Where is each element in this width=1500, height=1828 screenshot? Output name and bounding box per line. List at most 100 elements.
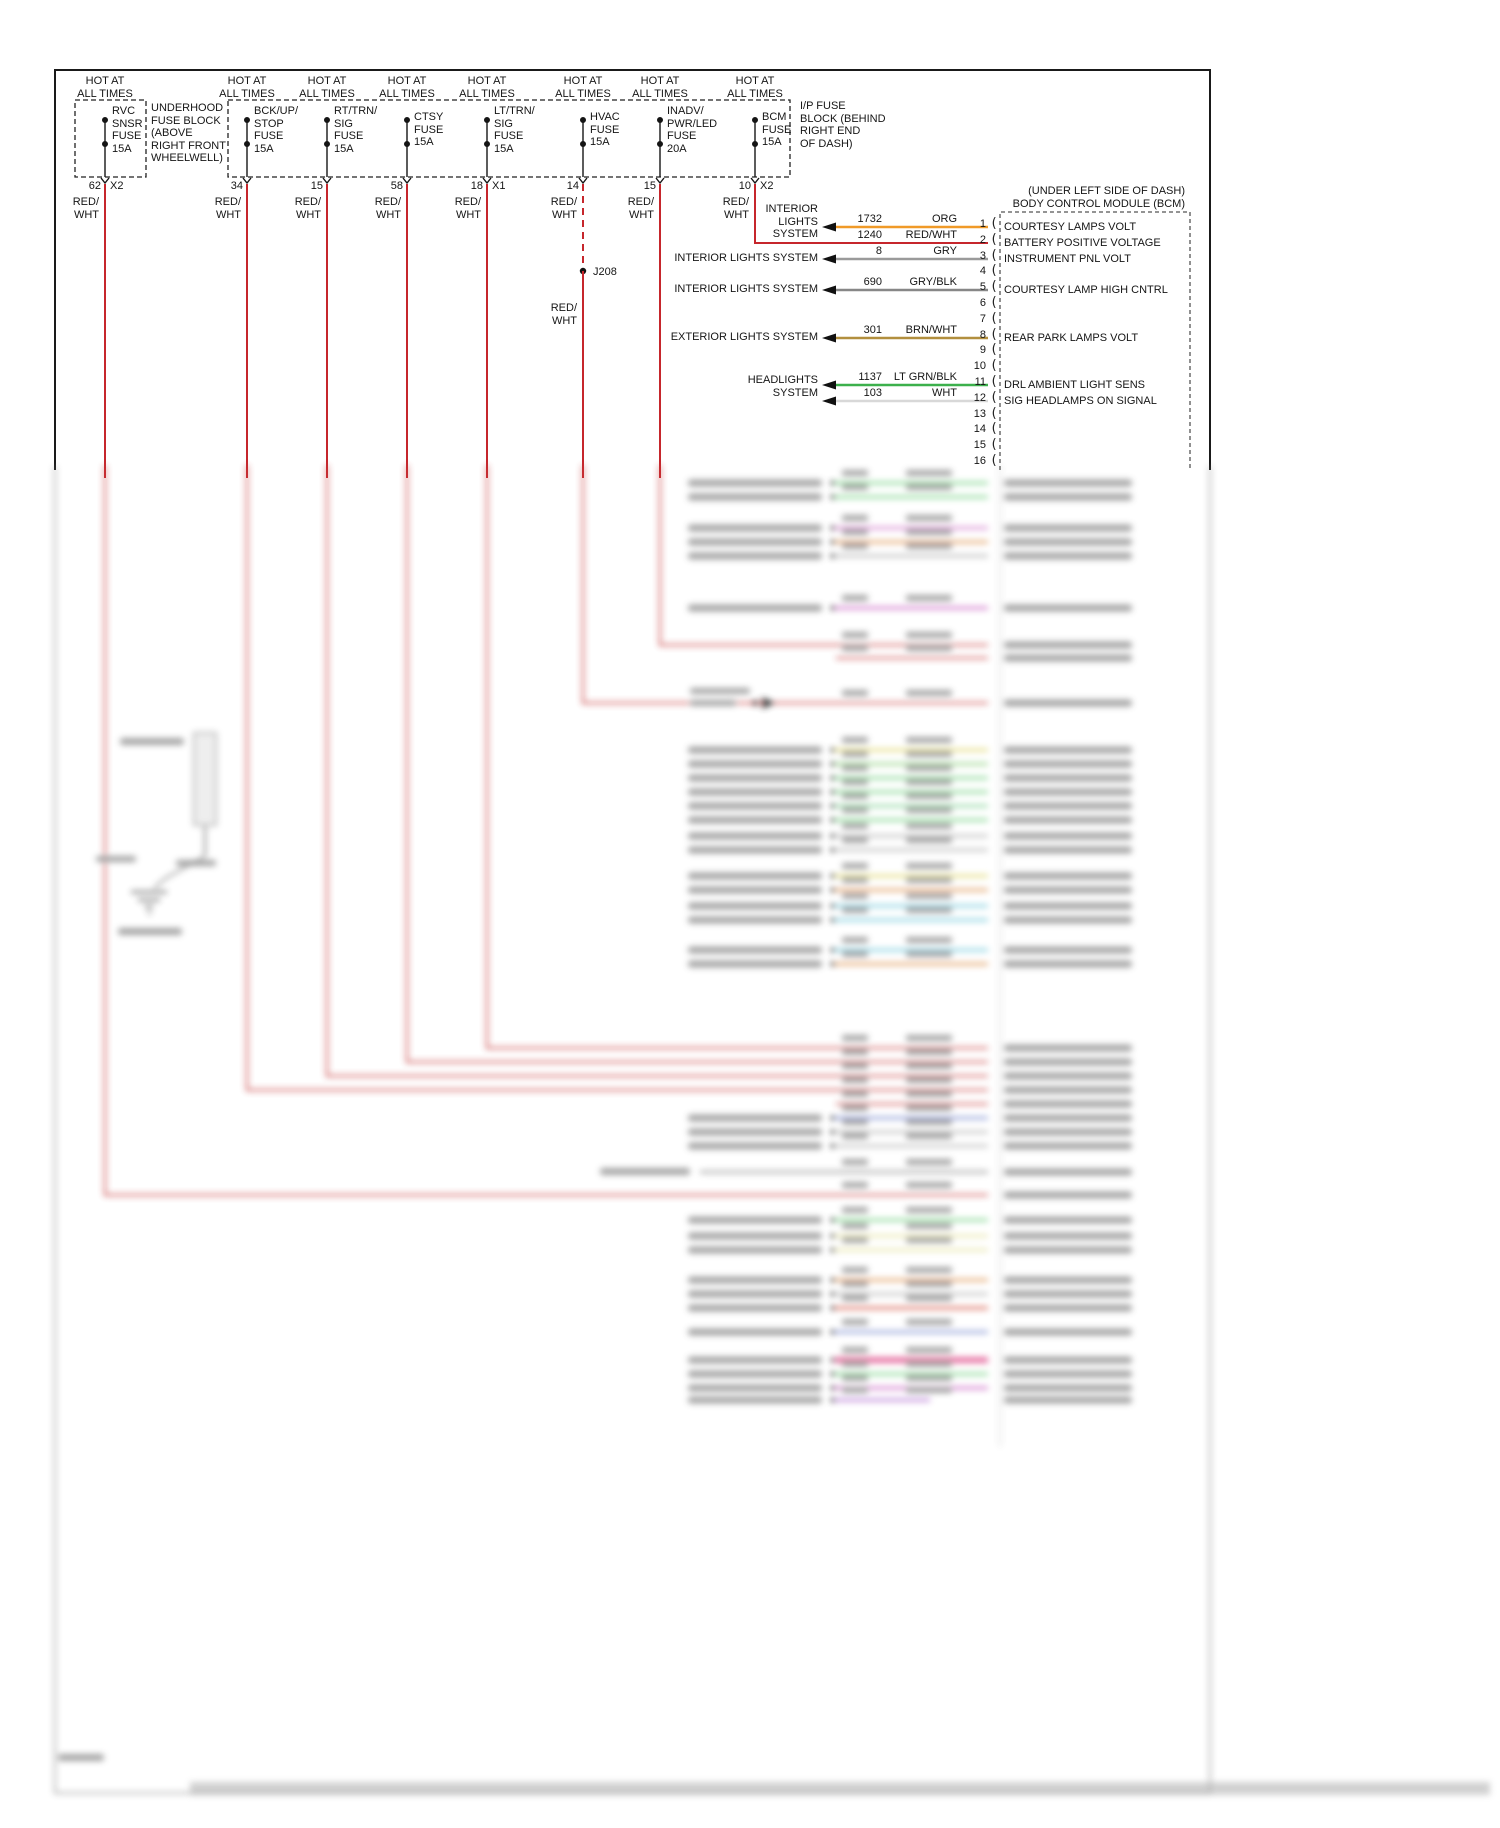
fuse-pin-number: 14 <box>566 180 579 192</box>
hot-at-label: HOT AT ALL TIMES <box>727 75 783 100</box>
wire-color-label: RED/ WHT <box>374 196 401 221</box>
fuse-connector-id: X2 <box>110 180 124 192</box>
wire-color-label: RED/ WHT <box>550 196 577 221</box>
bcm-pin-bracket: ( <box>990 279 998 294</box>
hot-at-label: HOT AT ALL TIMES <box>459 75 515 100</box>
fuse-pin-number: 15 <box>643 180 656 192</box>
wire-color-label: RED/ WHT <box>294 196 321 221</box>
bcm-pin-number: 12 <box>973 392 986 404</box>
arrow-icon <box>822 333 836 343</box>
bcm-pin-bracket: ( <box>990 263 998 278</box>
pin-function: REAR PARK LAMPS VOLT <box>1004 332 1139 344</box>
bcm-pin-bracket: ( <box>990 327 998 342</box>
fuse-pin-number: 62 <box>88 180 101 192</box>
fuse-connector-id: X1 <box>492 180 506 192</box>
circuit-number: 1240 <box>857 229 882 241</box>
bcm-location-label: (UNDER LEFT SIDE OF DASH) <box>1028 185 1185 197</box>
pin-function: INSTRUMENT PNL VOLT <box>1004 253 1131 265</box>
bcm-pin-bracket: ( <box>990 232 998 247</box>
circuit-number: 1732 <box>857 213 882 225</box>
fuse-label-bck-up-stop: BCK/UP/ STOP FUSE 15A <box>254 105 299 155</box>
hot-at-label: HOT AT ALL TIMES <box>632 75 688 100</box>
system-label-interior-lights: INTERIOR LIGHTS SYSTEM <box>674 252 818 264</box>
bcm-pin-number: 8 <box>979 329 986 341</box>
wire-color-label: RED/ WHT <box>722 196 749 221</box>
pin-function: COURTESY LAMP HIGH CNTRL <box>1004 284 1168 296</box>
circuit-number: 8 <box>875 245 882 257</box>
bcm-pin-number: 3 <box>979 250 986 262</box>
bcm-pin-number: 10 <box>973 360 986 372</box>
arrow-icon <box>822 380 836 390</box>
pin-function: BATTERY POSITIVE VOLTAGE <box>1004 237 1161 249</box>
bcm-pin-bracket: ( <box>990 295 998 310</box>
fuse-label-bcm: BCM FUSE 15A <box>762 111 792 148</box>
wire-color-label: RED/ WHT <box>72 196 99 221</box>
circuit-number: 301 <box>863 324 882 336</box>
bcm-pin-bracket: ( <box>990 311 998 326</box>
hot-at-label: HOT AT ALL TIMES <box>299 75 355 100</box>
fuse-pin-number: 34 <box>230 180 243 192</box>
fuse-label-inadv-pwr-led: INADV/ PWR/LED FUSE 20A <box>667 105 718 155</box>
wire-color-label: RED/ WHT <box>454 196 481 221</box>
bcm-pin-bracket: ( <box>990 390 998 405</box>
circuit-color: WHT <box>931 387 957 399</box>
hot-at-label: HOT AT ALL TIMES <box>219 75 275 100</box>
system-label-interior-lights: INTERIOR LIGHTS SYSTEM <box>765 203 818 240</box>
splice-label-j208: J208 <box>593 266 617 278</box>
fuse-pin-number: 18 <box>470 180 483 192</box>
fuse-label-hvac: HVAC FUSE 15A <box>590 111 620 148</box>
fuse-connector-id: X2 <box>760 180 774 192</box>
bcm-pin-bracket: ( <box>990 342 998 357</box>
bcm-pin-bracket: ( <box>990 248 998 263</box>
system-label-headlights: HEADLIGHTS SYSTEM <box>747 374 818 399</box>
wire-color-label: RED/ WHT <box>627 196 654 221</box>
bcm-pin-number: 4 <box>979 265 986 277</box>
bcm-pin-wires <box>822 222 988 406</box>
arrow-icon <box>822 222 836 232</box>
circuit-number: 1137 <box>858 371 882 383</box>
blurred-lower-region <box>54 465 1490 1795</box>
circuit-color: RED/WHT <box>905 229 957 241</box>
bcm-pin-number: 14 <box>973 423 986 435</box>
bcm-pin-bracket: ( <box>990 437 998 452</box>
bcm-pin-number: 13 <box>973 408 986 420</box>
pin-function: SIG HEADLAMPS ON SIGNAL <box>1004 395 1157 407</box>
circuit-number: 690 <box>863 276 882 288</box>
bcm-pin-bracket: ( <box>990 216 998 231</box>
bcm-pin-number: 15 <box>973 439 986 451</box>
pin-function: DRL AMBIENT LIGHT SENS <box>1004 379 1146 391</box>
wire-color-label: RED/ WHT <box>214 196 241 221</box>
system-label-interior-lights: INTERIOR LIGHTS SYSTEM <box>674 283 818 295</box>
arrow-icon <box>822 254 836 264</box>
bcm-pin-number: 16 <box>973 455 986 467</box>
bcm-pin-bracket: ( <box>990 453 998 468</box>
pin-function: COURTESY LAMPS VOLT <box>1004 221 1137 233</box>
circuit-color: ORG <box>931 213 957 225</box>
bcm-pin-bracket: ( <box>990 374 998 389</box>
fuse-pin-number: 58 <box>390 180 403 192</box>
bcm-pin-bracket: ( <box>990 358 998 373</box>
ip-block-title: I/P FUSE BLOCK (BEHIND RIGHT END OF DASH… <box>800 100 886 150</box>
hot-at-label: HOT AT ALL TIMES <box>379 75 435 100</box>
circuit-color: LT GRN/BLK <box>893 371 957 383</box>
fuse-block-outlines <box>74 99 1191 470</box>
page-border <box>54 69 1211 470</box>
bcm-pin-number: 11 <box>974 376 986 388</box>
bcm-pin-number: 9 <box>979 344 986 356</box>
arrow-icon <box>822 396 836 406</box>
circuit-number: 103 <box>863 387 882 399</box>
hot-at-label: HOT AT ALL TIMES <box>555 75 611 100</box>
wire-color-label: RED/ WHT <box>550 302 577 327</box>
circuit-color: GRY <box>933 245 957 257</box>
bcm-pin-bracket: ( <box>990 406 998 421</box>
bcm-title: BODY CONTROL MODULE (BCM) <box>1012 198 1185 210</box>
bcm-pin-number: 1 <box>979 218 986 230</box>
circuit-color: GRY/BLK <box>909 276 958 288</box>
system-label-exterior-lights: EXTERIOR LIGHTS SYSTEM <box>670 331 818 343</box>
bcm-pin-number: 5 <box>979 281 986 293</box>
fuse-pin-number: 10 <box>738 180 751 192</box>
fuse-label-rt-trn-sig: RT/TRN/ SIG FUSE 15A <box>334 105 378 155</box>
bcm-pin-bracket: ( <box>990 421 998 436</box>
